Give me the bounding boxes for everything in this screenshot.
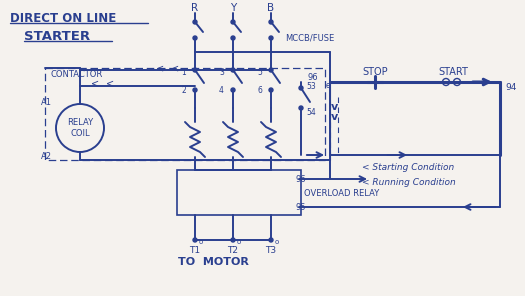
Text: 5: 5 [257, 67, 262, 76]
Circle shape [193, 68, 197, 72]
Text: T3: T3 [266, 245, 277, 255]
Text: CONTACTOR: CONTACTOR [50, 70, 102, 78]
Text: o: o [199, 239, 203, 245]
Text: e: e [326, 81, 331, 89]
Text: o: o [237, 239, 242, 245]
Text: 53: 53 [306, 81, 316, 91]
Text: 96: 96 [296, 175, 307, 184]
Circle shape [299, 86, 303, 90]
Text: R: R [192, 3, 198, 13]
Text: START: START [438, 67, 468, 77]
Circle shape [269, 20, 273, 24]
Text: v: v [330, 112, 338, 122]
Bar [45, 68, 325, 160]
Text: <: < [91, 78, 99, 88]
Text: Y: Y [230, 3, 236, 13]
Text: v: v [330, 102, 338, 112]
Text: STOP: STOP [362, 67, 388, 77]
Text: T2: T2 [227, 245, 238, 255]
Text: 54: 54 [306, 107, 316, 117]
Text: 6: 6 [257, 86, 262, 94]
Circle shape [193, 36, 197, 40]
Text: OVERLOAD RELAY: OVERLOAD RELAY [304, 189, 379, 197]
Text: < Starting Condition: < Starting Condition [362, 163, 454, 171]
Circle shape [193, 88, 197, 92]
Text: <: < [171, 63, 179, 73]
Circle shape [193, 20, 197, 24]
Circle shape [193, 238, 197, 242]
Text: MCCB/FUSE: MCCB/FUSE [285, 33, 334, 43]
Text: 95: 95 [296, 202, 307, 212]
Circle shape [231, 88, 235, 92]
Circle shape [269, 36, 273, 40]
Text: <: < [156, 63, 164, 73]
Text: B: B [267, 3, 275, 13]
Bar [177, 170, 301, 215]
Text: 94: 94 [505, 83, 517, 91]
Circle shape [269, 238, 273, 242]
Text: 2: 2 [181, 86, 186, 94]
Circle shape [299, 106, 303, 110]
Circle shape [231, 68, 235, 72]
Text: A1: A1 [41, 97, 52, 107]
Circle shape [231, 20, 235, 24]
Text: < Running Condition: < Running Condition [362, 178, 456, 186]
Text: 3: 3 [219, 67, 224, 76]
Text: T1: T1 [190, 245, 201, 255]
Text: o: o [275, 239, 279, 245]
Text: DIRECT ON LINE: DIRECT ON LINE [10, 12, 116, 25]
Text: 1: 1 [181, 67, 186, 76]
Text: 4: 4 [219, 86, 224, 94]
Text: RELAY: RELAY [67, 118, 93, 126]
Circle shape [231, 238, 235, 242]
Circle shape [269, 88, 273, 92]
Text: COIL: COIL [70, 128, 90, 138]
Text: 96: 96 [307, 73, 318, 81]
Circle shape [269, 68, 273, 72]
Text: TO  MOTOR: TO MOTOR [177, 257, 248, 267]
Text: <: < [106, 78, 114, 88]
Text: STARTER: STARTER [24, 30, 90, 43]
Circle shape [231, 36, 235, 40]
Text: A2: A2 [41, 152, 52, 160]
